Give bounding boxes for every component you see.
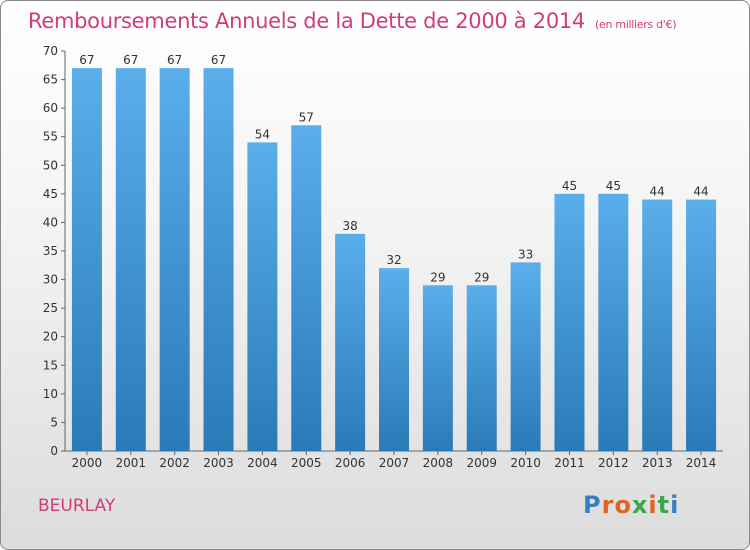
y-tick-label: 0 — [50, 444, 58, 458]
y-tick-label: 70 — [43, 44, 58, 58]
x-tick-label: 2002 — [159, 456, 190, 470]
x-tick-label: 2003 — [203, 456, 234, 470]
y-tick-label: 25 — [43, 301, 58, 315]
data-label: 44 — [693, 185, 708, 199]
bar — [115, 68, 146, 452]
logo-letter: x — [631, 491, 649, 519]
x-tick-label: 2010 — [510, 456, 541, 470]
logo-letter: r — [601, 491, 615, 519]
data-label: 54 — [255, 127, 270, 141]
bar — [159, 68, 190, 452]
y-tick-label: 65 — [43, 73, 58, 87]
value-labels: 67 67 67 67 54 57 38 32 29 29 33 45 45 44 44 — [79, 53, 708, 284]
x-tick-label: 2004 — [247, 456, 278, 470]
y-tick-label: 15 — [43, 358, 58, 372]
data-label: 45 — [606, 179, 621, 193]
x-tick-label: 2014 — [686, 456, 717, 470]
bars — [71, 68, 717, 452]
bar — [335, 233, 366, 451]
data-label: 44 — [650, 185, 665, 199]
logo-letter: P — [583, 491, 602, 519]
data-label: 33 — [518, 247, 533, 261]
y-tick-label: 10 — [43, 387, 58, 401]
chart-title: Remboursements Annuels de la Dette de 20… — [28, 9, 676, 33]
y-tick-label: 45 — [43, 187, 58, 201]
x-tick-label: 2007 — [379, 456, 410, 470]
bar — [291, 125, 322, 452]
y-tick-label: 40 — [43, 215, 58, 229]
data-label: 57 — [299, 110, 314, 124]
y-tick-label: 35 — [43, 244, 58, 258]
x-tick-label: 2013 — [642, 456, 673, 470]
logo-letter: o — [614, 491, 632, 519]
data-label: 38 — [342, 219, 357, 233]
logo-letter: i — [648, 491, 658, 519]
bar — [422, 285, 453, 451]
bar — [598, 193, 629, 451]
x-tick-label: 2011 — [554, 456, 585, 470]
bar — [686, 199, 717, 451]
y-tick-label: 60 — [43, 101, 58, 115]
y-tick-label: 20 — [43, 330, 58, 344]
x-tick-label: 2005 — [291, 456, 322, 470]
data-label: 67 — [123, 53, 138, 67]
logo-letter: t — [657, 491, 671, 519]
data-label: 32 — [386, 253, 401, 267]
logo-letter: i — [670, 491, 680, 519]
bar — [642, 199, 673, 451]
data-label: 45 — [562, 179, 577, 193]
x-tick-label: 2000 — [72, 456, 103, 470]
x-tick-label: 2012 — [598, 456, 629, 470]
data-label: 67 — [79, 53, 94, 67]
proxiti-logo[interactable]: Proxiti — [583, 491, 679, 519]
commune-name: BEURLAY — [38, 496, 116, 516]
x-tick-label: 2001 — [116, 456, 147, 470]
x-tick-label: 2006 — [335, 456, 366, 470]
data-label: 29 — [474, 270, 489, 284]
y-tick-label: 55 — [43, 130, 58, 144]
bar — [510, 262, 541, 451]
bar — [466, 285, 497, 451]
axes: 0 5 10 15 20 25 30 35 40 45 50 55 60 65 70 2000 2001 2002… — [43, 44, 723, 470]
data-label: 29 — [430, 270, 445, 284]
bar — [71, 68, 102, 452]
bar — [203, 68, 234, 452]
chart-subtitle: (en milliers d'€) — [595, 18, 677, 31]
bar — [247, 142, 278, 451]
y-tick-label: 30 — [43, 273, 58, 287]
data-label: 67 — [211, 53, 226, 67]
x-tick-label: 2009 — [466, 456, 497, 470]
bar — [554, 193, 585, 451]
y-tick-label: 50 — [43, 158, 58, 172]
chart-title-text: Remboursements Annuels de la Dette de 20… — [28, 9, 585, 33]
x-tick-label: 2008 — [423, 456, 454, 470]
bar — [379, 268, 409, 451]
data-label: 67 — [167, 53, 182, 67]
y-tick-label: 5 — [50, 415, 58, 429]
